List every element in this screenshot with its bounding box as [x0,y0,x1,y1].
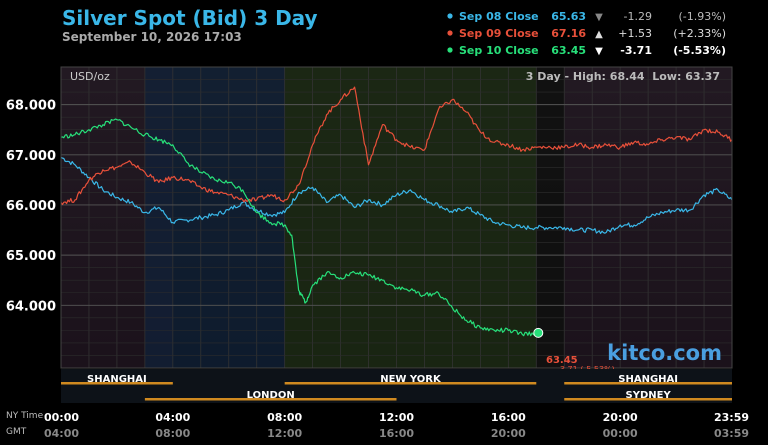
y-tick-label: 68.000 [6,99,56,114]
ny-time-tick: 00:00 [44,411,79,424]
gmt-time-tick: 20:00 [491,427,526,440]
ny-time-tick: 04:00 [155,411,190,424]
y-tick-label: 67.000 [6,149,56,164]
y-tick-label: 66.000 [6,199,56,214]
session-bar [564,382,732,385]
plot-frame [60,66,733,369]
legend-percent: (-1.93%) [679,10,727,23]
session-label: SHANGHAI [87,374,147,385]
session-bar [61,382,173,385]
legend-arrow: ▼ [595,46,603,57]
legend-arrow: ▼ [595,12,603,23]
legend-item: Sep 08 Close 65.63 ▼ -1.29 (-1.93%) [447,10,726,23]
gmt-label: GMT [6,427,27,437]
series-line [60,118,537,337]
legend-price: 63.45 [551,44,586,57]
legend-percent: (+2.33%) [673,27,726,40]
legend-change: +1.53 [618,27,652,40]
session-track [61,369,732,403]
legend-price: 67.16 [551,27,586,40]
y-axis: 64.000 65.000 66.000 67.000 68.000 [6,99,732,314]
ny-time-tick: 23:59 [714,411,749,424]
y-tick-label: 64.000 [6,299,56,314]
y-tick-label: 65.000 [6,249,56,264]
sessions: SHANGHAI NEW YORK SHANGHAI LONDON SYDNEY [61,369,732,403]
series-line [60,156,733,235]
legend: Sep 08 Close 65.63 ▼ -1.29 (-1.93%) Sep … [447,10,726,57]
legend-label: Sep 08 Close [459,10,539,23]
range-label: 3 Day - High: 68.44 Low: 63.37 [526,70,720,83]
legend-label: Sep 10 Close [459,44,539,57]
session-label: LONDON [247,390,295,401]
gmt-time-tick: 04:00 [44,427,79,440]
gmt-time-tick: 08:00 [155,427,190,440]
legend-item: Sep 09 Close 67.16 ▲ +1.53 (+2.33%) [447,27,726,40]
session-bar [564,398,732,401]
legend-item: Sep 10 Close 63.45 ▼ -3.71 (-5.53%) [447,44,726,57]
series-layer [60,86,733,337]
session-bar [284,382,537,385]
legend-label: Sep 09 Close [459,27,539,40]
ny-time-label: NY Time [6,411,44,421]
gmt-time-tick: 03:59 [714,427,749,440]
legend-dot [447,13,453,19]
gmt-time-tick: 16:00 [379,427,414,440]
gmt-time-tick: 00:00 [603,427,638,440]
legend-change: -3.71 [620,44,652,57]
ny-time-tick: 16:00 [491,411,526,424]
chart-title: Silver Spot (Bid) 3 Day [62,6,318,30]
legend-change: -1.29 [624,10,652,23]
session-label: SYDNEY [626,390,672,401]
series-line [60,86,733,205]
unit-label: USD/oz [70,70,110,83]
gmt-time-tick: 12:00 [267,427,302,440]
session-label: SHANGHAI [618,374,678,385]
time-axis: 00:00 04:00 04:00 08:00 08:00 12:00 12:00 16:00… [44,411,749,440]
session-bar [144,398,397,401]
legend-dot [447,30,453,36]
current-price-marker [533,327,544,338]
kitco-watermark: kitco.com [607,341,722,365]
legend-dot [447,47,453,53]
session-label: NEW YORK [380,374,442,385]
current-price-label: 63.45 [546,355,578,366]
legend-percent: (-5.53%) [673,44,726,57]
legend-price: 65.63 [551,10,586,23]
ny-time-tick: 12:00 [379,411,414,424]
ny-time-tick: 08:00 [267,411,302,424]
ny-time-tick: 20:00 [603,411,638,424]
legend-arrow: ▲ [595,29,603,40]
chart-date: September 10, 2026 17:03 [62,30,242,44]
